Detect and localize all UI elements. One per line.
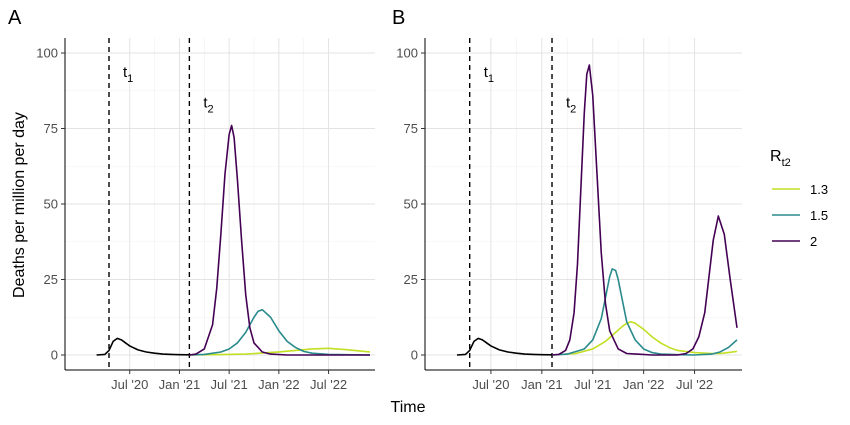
x-tick-label: Jul '22 (310, 377, 347, 392)
vline-label-sub: 1 (127, 73, 133, 85)
y-tick-label: 75 (44, 121, 58, 136)
legend-label-2: 2 (810, 234, 817, 249)
vline-label-main: t (484, 64, 489, 81)
series-line-baseline (96, 337, 190, 356)
gridlines (65, 38, 375, 370)
x-tick-label: Jul '21 (574, 377, 611, 392)
panel-label-a: A (8, 7, 22, 29)
vline-label-sub: 1 (488, 73, 494, 85)
panel-a: 0 25 50 75 100 Jul '20 Jan '21 Jul '21 Jan '22 Ju… (36, 38, 375, 392)
x-tick-label: Jul '21 (211, 377, 248, 392)
legend: Rt2 1.3 1.5 2 (770, 148, 828, 249)
x-tick-label: Jul '20 (472, 377, 509, 392)
series-line-2 (551, 64, 738, 356)
vline-label-sub: 2 (570, 103, 576, 115)
x-tick-label: Jul '22 (676, 377, 713, 392)
series-line-baseline (456, 337, 553, 356)
y-axis-title: Deaths per million per day (11, 112, 28, 298)
vline-label-main: t (566, 94, 571, 111)
legend-title-sub: t2 (782, 157, 791, 169)
x-tick-label: Jan '21 (159, 377, 201, 392)
vline-label-t2: t2 (566, 94, 576, 115)
vline-label-main: t (123, 64, 128, 81)
legend-label-1-5: 1.5 (810, 208, 828, 223)
y-tick-label: 100 (36, 46, 58, 61)
panel-b: 0 25 50 75 100 Jul '20 Jan '21 Jul '21 Jan '22 Ju… (396, 38, 742, 392)
panel-label-b: B (392, 7, 405, 29)
x-tick-label: Jan '22 (623, 377, 665, 392)
x-axis-title: Time (391, 399, 426, 416)
y-tick-label: 25 (44, 272, 58, 287)
vline-label-t1: t1 (484, 64, 494, 85)
vline-label-sub: 2 (208, 103, 214, 115)
series-line-1-3 (189, 347, 371, 356)
legend-title: Rt2 (770, 148, 791, 169)
gridlines (425, 38, 742, 370)
x-tick-label: Jan '21 (521, 377, 563, 392)
x-tick-label: Jul '20 (111, 377, 148, 392)
x-tick-label: Jan '22 (258, 377, 300, 392)
y-tick-label: 0 (51, 348, 58, 363)
legend-label-1-3: 1.3 (810, 182, 828, 197)
vline-label-t2: t2 (203, 94, 213, 115)
y-tick-label: 0 (411, 348, 418, 363)
series-line-1-5 (189, 308, 371, 356)
y-tick-label: 25 (404, 272, 418, 287)
series-line-2 (189, 124, 370, 356)
y-tick-label: 75 (404, 121, 418, 136)
vline-label-main: t (203, 94, 208, 111)
legend-title-main: R (770, 148, 782, 165)
vline-label-t1: t1 (123, 64, 133, 85)
y-tick-label: 100 (396, 46, 418, 61)
series-line-1-5 (551, 268, 738, 356)
y-tick-label: 50 (404, 197, 418, 212)
y-tick-label: 50 (44, 197, 58, 212)
